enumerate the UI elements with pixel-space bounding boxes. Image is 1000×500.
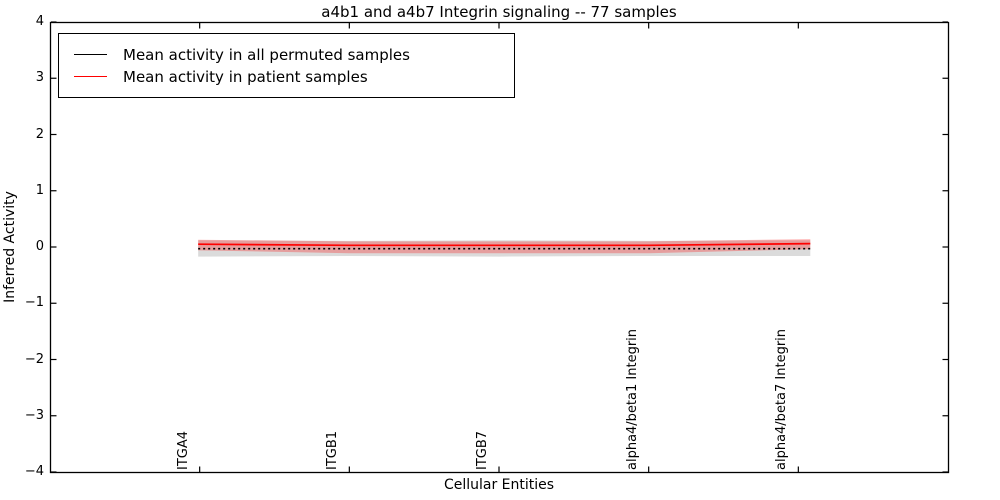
axes-frame bbox=[49, 21, 950, 474]
ytick-label-4: 4 bbox=[35, 14, 44, 29]
chart-title: a4b1 and a4b7 Integrin signaling -- 77 s… bbox=[321, 3, 677, 21]
series-line-1 bbox=[198, 242, 811, 247]
legend-label-patient: Mean activity in patient samples bbox=[123, 67, 368, 86]
ytick-label-−4: −4 bbox=[24, 464, 44, 479]
ytick-label-3: 3 bbox=[35, 70, 44, 86]
xtick-label-ITGA4: ITGA4 bbox=[175, 430, 191, 470]
legend-entry-permuted: Mean activity in all permuted samples bbox=[59, 46, 514, 64]
legend-box: Mean activity in all permuted samples Me… bbox=[58, 33, 515, 98]
ytick-label-0: 0 bbox=[35, 239, 44, 254]
xtick-label-ITGB7: ITGB7 bbox=[475, 430, 490, 470]
legend-label-permuted: Mean activity in all permuted samples bbox=[123, 45, 410, 64]
ytick-label-2: 2 bbox=[35, 126, 44, 142]
ytick-label-−2: −2 bbox=[24, 351, 44, 367]
permuted-line-swatch bbox=[74, 54, 107, 55]
x-axis-label: Cellular Entities bbox=[443, 477, 555, 493]
xtick-label-ITGB1: ITGB1 bbox=[325, 430, 341, 470]
legend-entry-patient: Mean activity in patient samples bbox=[59, 68, 514, 86]
xtick-label-alpha4/beta1 Integrin: alpha4/beta1 Integrin bbox=[624, 328, 640, 470]
ytick-label-−1: −1 bbox=[24, 295, 44, 311]
patient-line-swatch bbox=[74, 76, 107, 77]
xtick-label-alpha4/beta7 Integrin: alpha4/beta7 Integrin bbox=[774, 328, 790, 470]
ytick-label-−3: −3 bbox=[24, 407, 44, 423]
ytick-label-1: 1 bbox=[35, 182, 44, 198]
